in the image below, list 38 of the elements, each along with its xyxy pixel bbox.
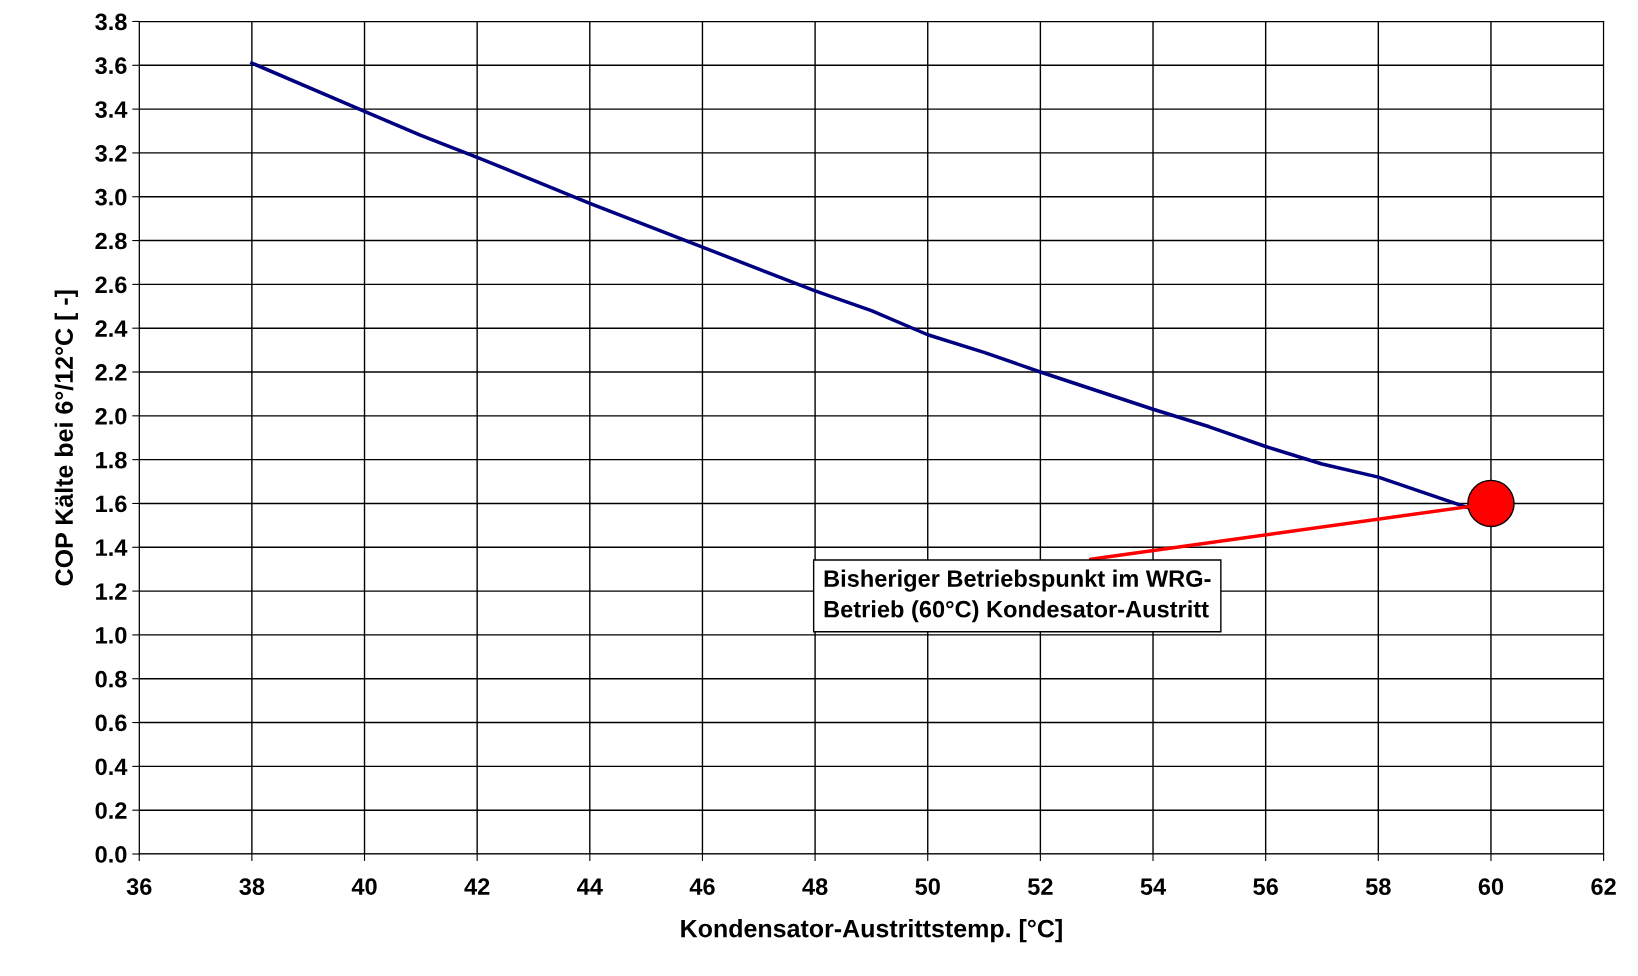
y-tick-label: 0.6 bbox=[95, 714, 127, 732]
x-tick-label: 42 bbox=[464, 878, 490, 895]
annotation: Bisheriger Betriebspunkt im WRG- Betrieb (60°C) Kondesator-Austritt bbox=[824, 569, 1211, 623]
x-tick-label: 58 bbox=[1365, 878, 1391, 895]
x-tick-label: 56 bbox=[1253, 878, 1278, 895]
x-tick-label: 46 bbox=[689, 878, 715, 895]
y-tick-label: 0.4 bbox=[95, 758, 128, 776]
x-tick-label: 62 bbox=[1591, 878, 1616, 895]
y-tick-label: 2.2 bbox=[95, 364, 127, 381]
y-tick-label: 0.2 bbox=[95, 802, 127, 819]
x-tick-label: 40 bbox=[351, 878, 377, 895]
x-tick-label: 60 bbox=[1478, 878, 1504, 895]
y-tick-label: 3.4 bbox=[95, 101, 128, 118]
y-tick-label: 3.6 bbox=[95, 57, 127, 75]
y-tick-label: 0.8 bbox=[95, 670, 127, 688]
y-tick-label: 1.6 bbox=[96, 495, 127, 513]
x-tick-label: 44 bbox=[577, 878, 603, 895]
x-tick-label: 48 bbox=[802, 878, 828, 895]
x-tick-label: 50 bbox=[915, 878, 940, 895]
x-axis-title: Kondensator-Austrittstemp. [°C] bbox=[681, 919, 1062, 943]
y-tick-label: 2.8 bbox=[95, 232, 127, 250]
x-tick-label: 54 bbox=[1140, 878, 1167, 895]
y-tick-label: 1.2 bbox=[96, 583, 127, 600]
y-tick-label: 2.4 bbox=[95, 320, 128, 337]
y-tick-label: 1.0 bbox=[96, 626, 127, 644]
x-tick-label: 36 bbox=[126, 878, 152, 895]
y-tick-label: 1.4 bbox=[96, 539, 128, 556]
y-tick-label: 3.0 bbox=[95, 188, 127, 206]
line-series bbox=[250, 61, 1471, 510]
x-tick-label: 38 bbox=[239, 878, 265, 895]
y-tick-label: 2.0 bbox=[95, 407, 127, 425]
y-tick-label: 0.0 bbox=[95, 846, 127, 863]
y-tick-label: 2.6 bbox=[95, 276, 127, 294]
y-tick-label: 3.2 bbox=[95, 144, 127, 162]
x-tick-label: 52 bbox=[1027, 878, 1053, 895]
y-axis-title: COP Kälte bei 6°/12°C [ -] bbox=[54, 290, 78, 586]
y-tick-label: 3.8 bbox=[95, 13, 127, 31]
y-tick-label: 1.8 bbox=[96, 451, 127, 469]
